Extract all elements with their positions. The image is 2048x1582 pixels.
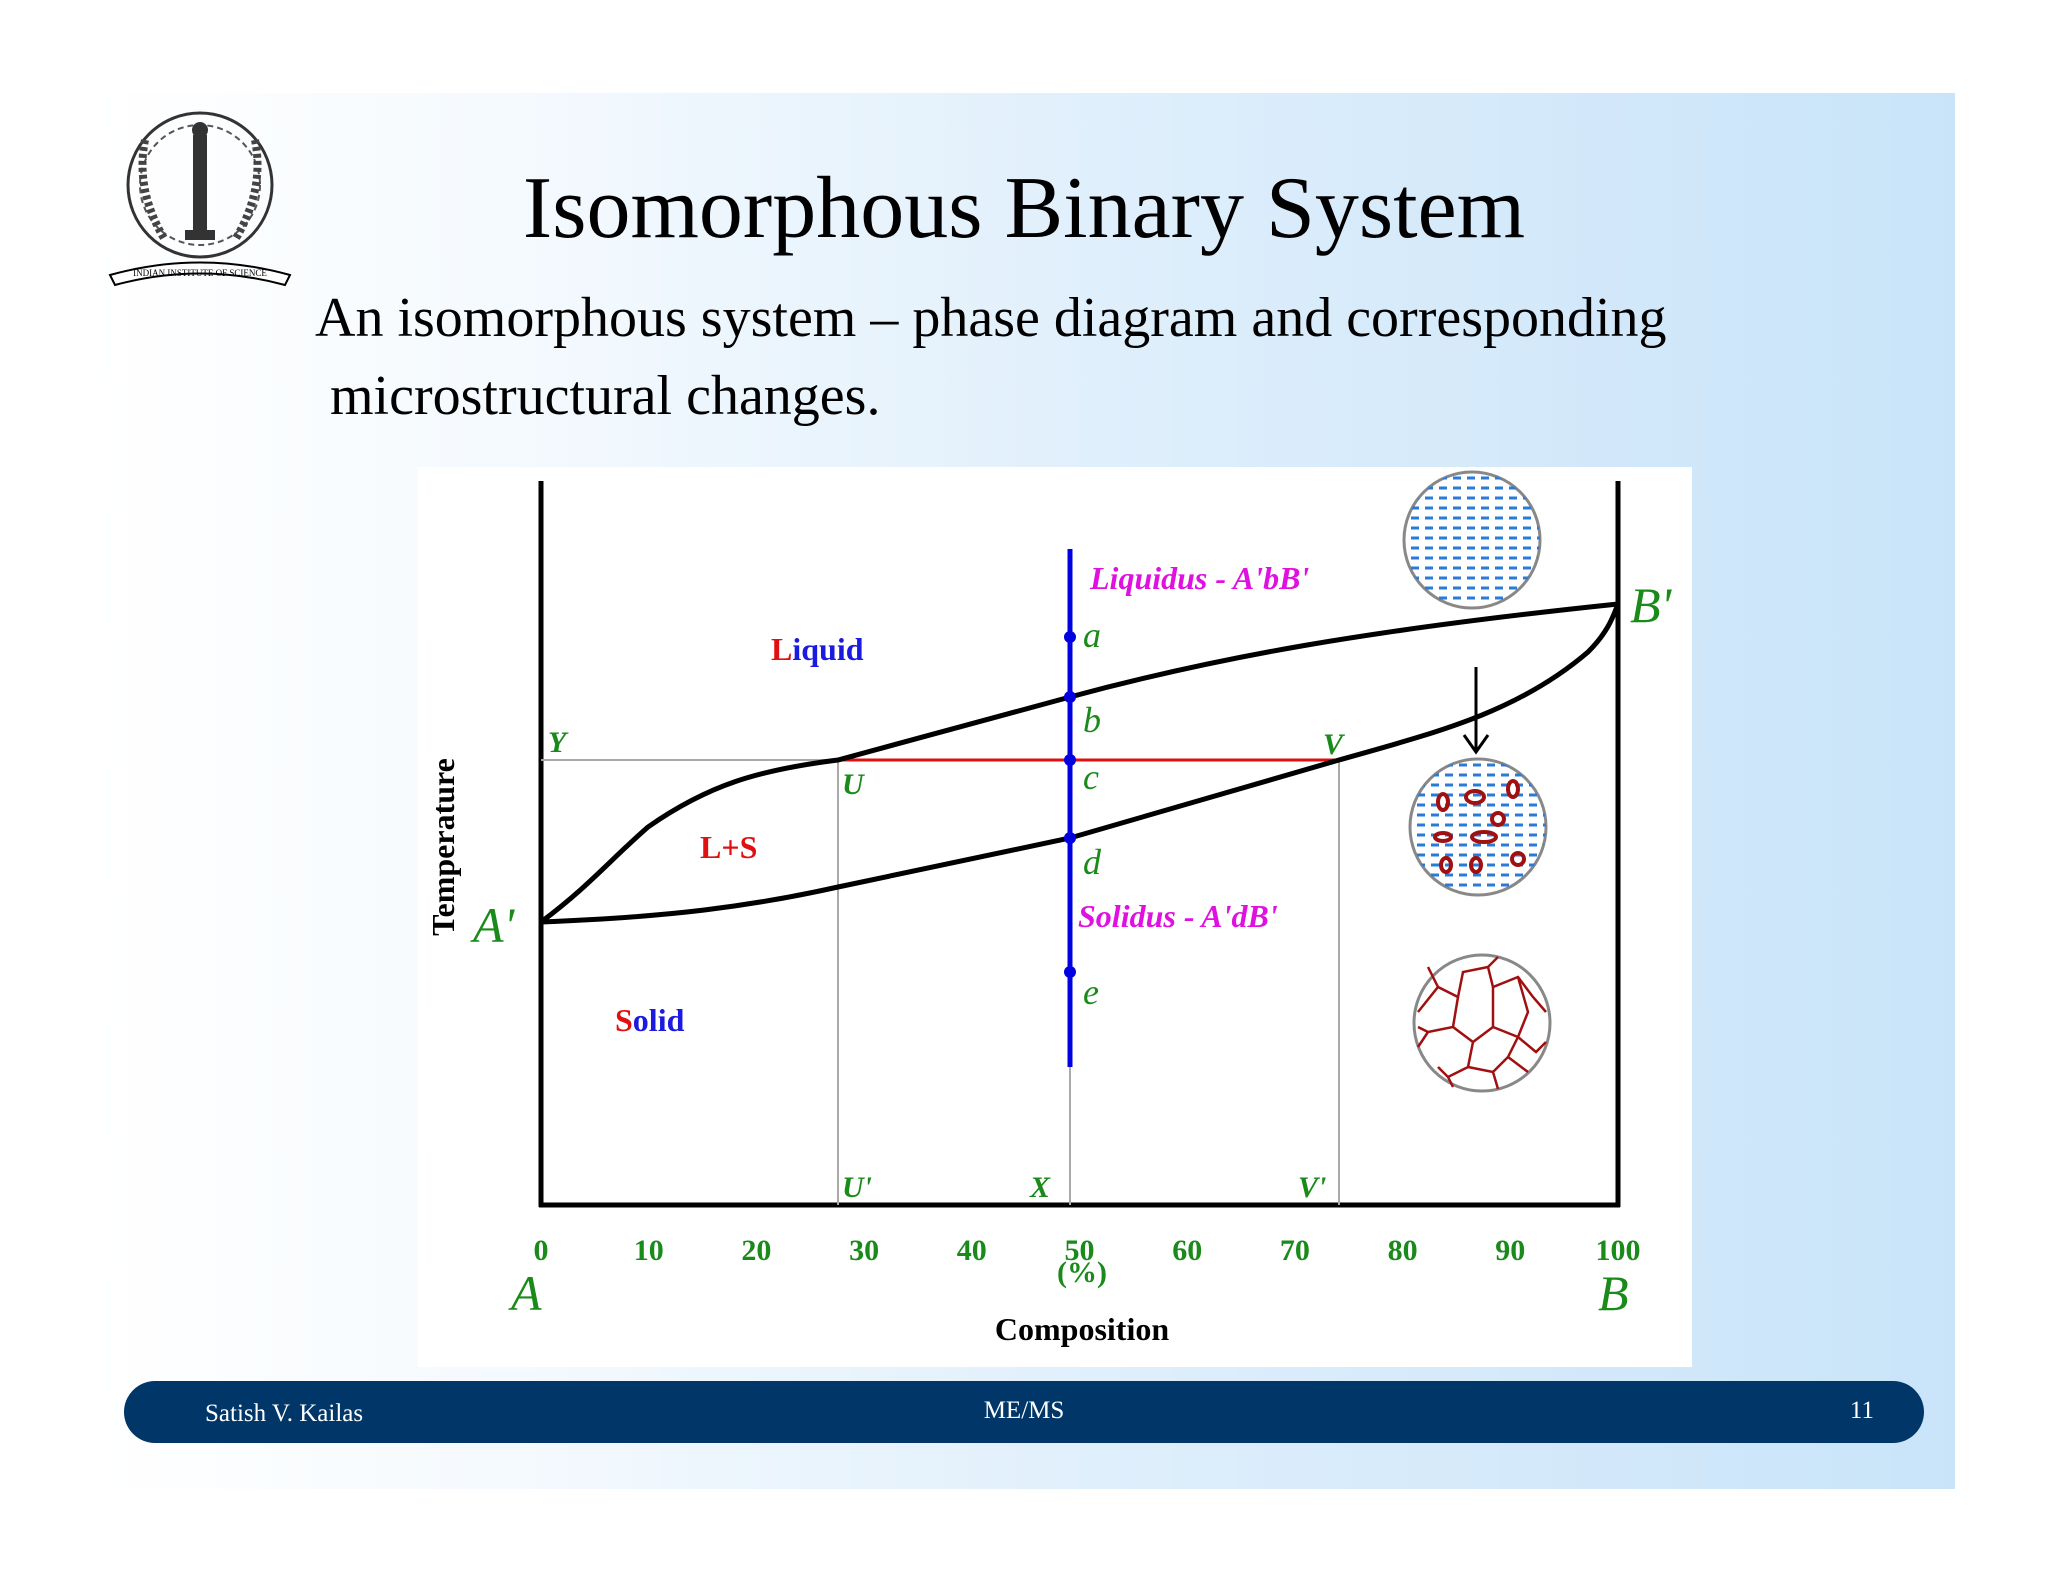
label-end-a: A xyxy=(508,1265,542,1321)
label-y: Y xyxy=(548,726,569,759)
svg-text:INDIAN INSTITUTE OF SCIENCE: INDIAN INSTITUTE OF SCIENCE xyxy=(133,268,267,278)
x-tick-label: 20 xyxy=(741,1234,771,1267)
label-a-prime: A' xyxy=(470,897,516,953)
y-axis-title: Temperature xyxy=(425,758,461,936)
label-b: b xyxy=(1083,700,1101,740)
subtitle-line-1: An isomorphous system – phase diagram an… xyxy=(315,287,1667,349)
label-end-b: B xyxy=(1598,1265,1629,1321)
slide-title: Isomorphous Binary System xyxy=(522,160,1526,257)
point-d xyxy=(1064,832,1076,844)
x-tick-label: 70 xyxy=(1280,1234,1310,1267)
footer-author: Satish V. Kailas xyxy=(205,1400,364,1427)
x-axis-title: Composition xyxy=(995,1311,1169,1347)
label-a: a xyxy=(1083,615,1101,655)
phase-diagram-svg: a b c d e Liquidus - A'bB' Solidus - A'd… xyxy=(425,470,1673,1347)
label-u-prime: U' xyxy=(842,1171,872,1204)
label-v-prime: V' xyxy=(1298,1171,1326,1204)
region-solid: Solid xyxy=(615,1002,685,1038)
x-tick-label: 80 xyxy=(1388,1234,1418,1267)
point-b xyxy=(1064,691,1076,703)
microstructure-solid xyxy=(1412,953,1552,1093)
x-tick-label: 90 xyxy=(1495,1234,1525,1267)
point-e xyxy=(1064,966,1076,978)
microstructure-liquid xyxy=(1402,470,1542,610)
label-d: d xyxy=(1083,842,1102,882)
x-tick-label: 40 xyxy=(957,1234,987,1267)
label-x: X xyxy=(1029,1171,1051,1204)
x-tick-label: 50 xyxy=(1065,1234,1095,1267)
microstructure-liquid-solid xyxy=(1408,757,1548,897)
arrow-down-icon xyxy=(1462,667,1490,755)
subtitle-line-2: microstructural changes. xyxy=(330,365,881,427)
footer-department: ME/MS xyxy=(983,1397,1065,1424)
x-tick-label: 30 xyxy=(849,1234,879,1267)
liquidus-label: Liquidus - A'bB' xyxy=(1089,560,1309,596)
phase-diagram-figure: a b c d e Liquidus - A'bB' Solidus - A'd… xyxy=(418,467,1692,1367)
label-c: c xyxy=(1083,757,1099,797)
x-tick-label: 60 xyxy=(1172,1234,1202,1267)
x-tick-label: 10 xyxy=(634,1234,664,1267)
label-u: U xyxy=(842,768,865,801)
x-tick-label: 0 xyxy=(534,1234,549,1267)
liquidus-curve xyxy=(539,601,1619,925)
label-b-prime: B' xyxy=(1630,577,1673,633)
label-v: V xyxy=(1323,728,1346,761)
point-c xyxy=(1064,754,1076,766)
solidus-curve xyxy=(540,603,1621,925)
institute-logo: INDIAN INSTITUTE OF SCIENCE xyxy=(105,100,295,290)
x-unit: (%) xyxy=(1057,1256,1107,1289)
footer-bar: Satish V. Kailas ME/MS 11 xyxy=(124,1381,1924,1443)
solidus-label: Solidus - A'dB' xyxy=(1078,898,1278,934)
point-a xyxy=(1064,631,1076,643)
x-tick-label: 100 xyxy=(1596,1234,1641,1267)
region-liquid-solid: L+S xyxy=(700,829,757,865)
label-e: e xyxy=(1083,972,1099,1012)
region-liquid: Liquid xyxy=(771,631,864,667)
page-number: 11 xyxy=(1849,1397,1874,1424)
